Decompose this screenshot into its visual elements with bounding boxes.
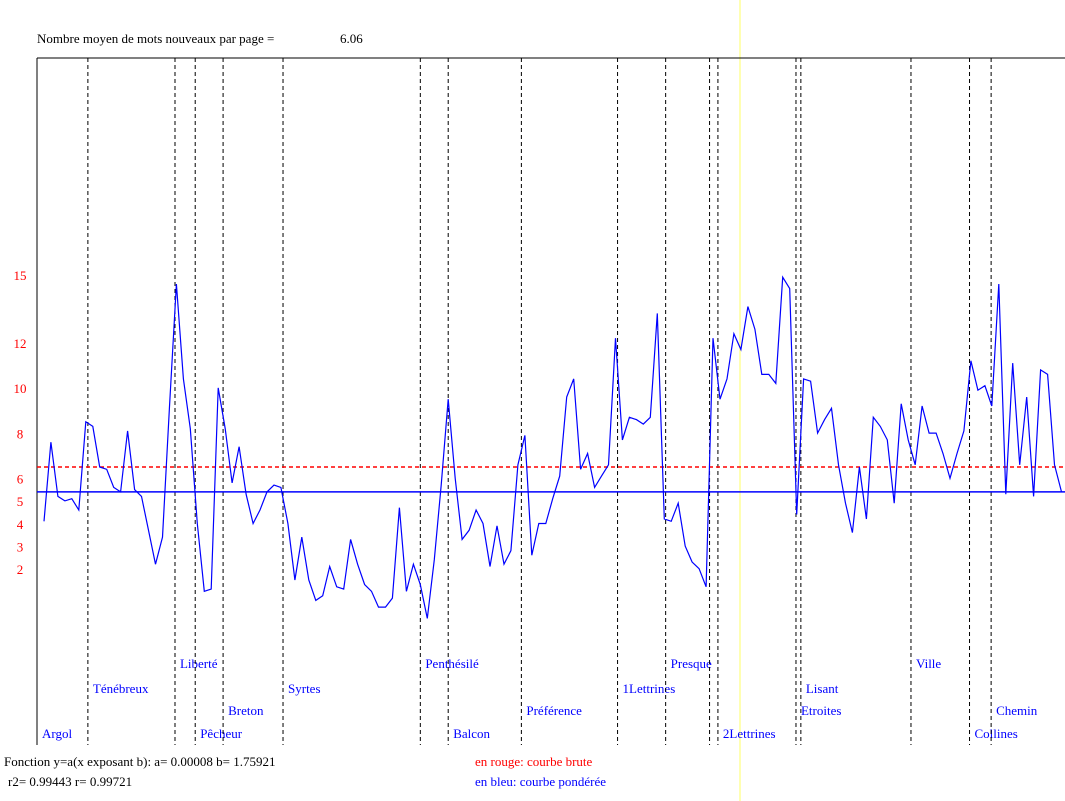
y-tick-label: 5 [17, 494, 24, 509]
legend-red: en rouge: courbe brute [475, 754, 593, 769]
divider-label: Collines [975, 726, 1018, 741]
title-value: 6.06 [340, 31, 363, 46]
data-line [43, 275, 1063, 619]
y-tick-label: 10 [14, 381, 27, 396]
divider-label: Préférence [526, 703, 582, 718]
divider-label: Etroites [801, 703, 841, 718]
chart-title: Nombre moyen de mots nouveaux par page = [37, 31, 274, 46]
divider-label: Lisant [806, 681, 839, 696]
divider-label: Liberté [180, 656, 218, 671]
divider-label: Ténébreux [93, 681, 149, 696]
y-tick-label: 2 [17, 562, 24, 577]
divider-label: Breton [228, 703, 264, 718]
y-tick-label: 15 [14, 268, 27, 283]
y-tick-label: 3 [17, 539, 24, 554]
divider-label: Syrtes [288, 681, 321, 696]
divider-label: Penthésilé [425, 656, 479, 671]
y-tick-label: 8 [17, 426, 24, 441]
divider-label: 1Lettrines [623, 681, 676, 696]
divider-label: 2Lettrines [723, 726, 776, 741]
y-tick-label: 4 [17, 517, 24, 532]
divider-label: Argol [42, 726, 72, 741]
divider-label: Balcon [453, 726, 490, 741]
divider-label: Chemin [996, 703, 1038, 718]
y-tick-label: 6 [17, 472, 24, 487]
y-tick-label: 12 [14, 336, 27, 351]
legend-blue: en bleu: courbe pondérée [475, 774, 606, 789]
divider-label: Ville [916, 656, 941, 671]
divider-label: Presque [671, 656, 712, 671]
divider-label: Pêcheur [200, 726, 243, 741]
stats-text: r2= 0.99443 r= 0.99721 [8, 774, 132, 789]
fit-text: Fonction y=a(x exposant b): a= 0.00008 b… [4, 754, 276, 769]
